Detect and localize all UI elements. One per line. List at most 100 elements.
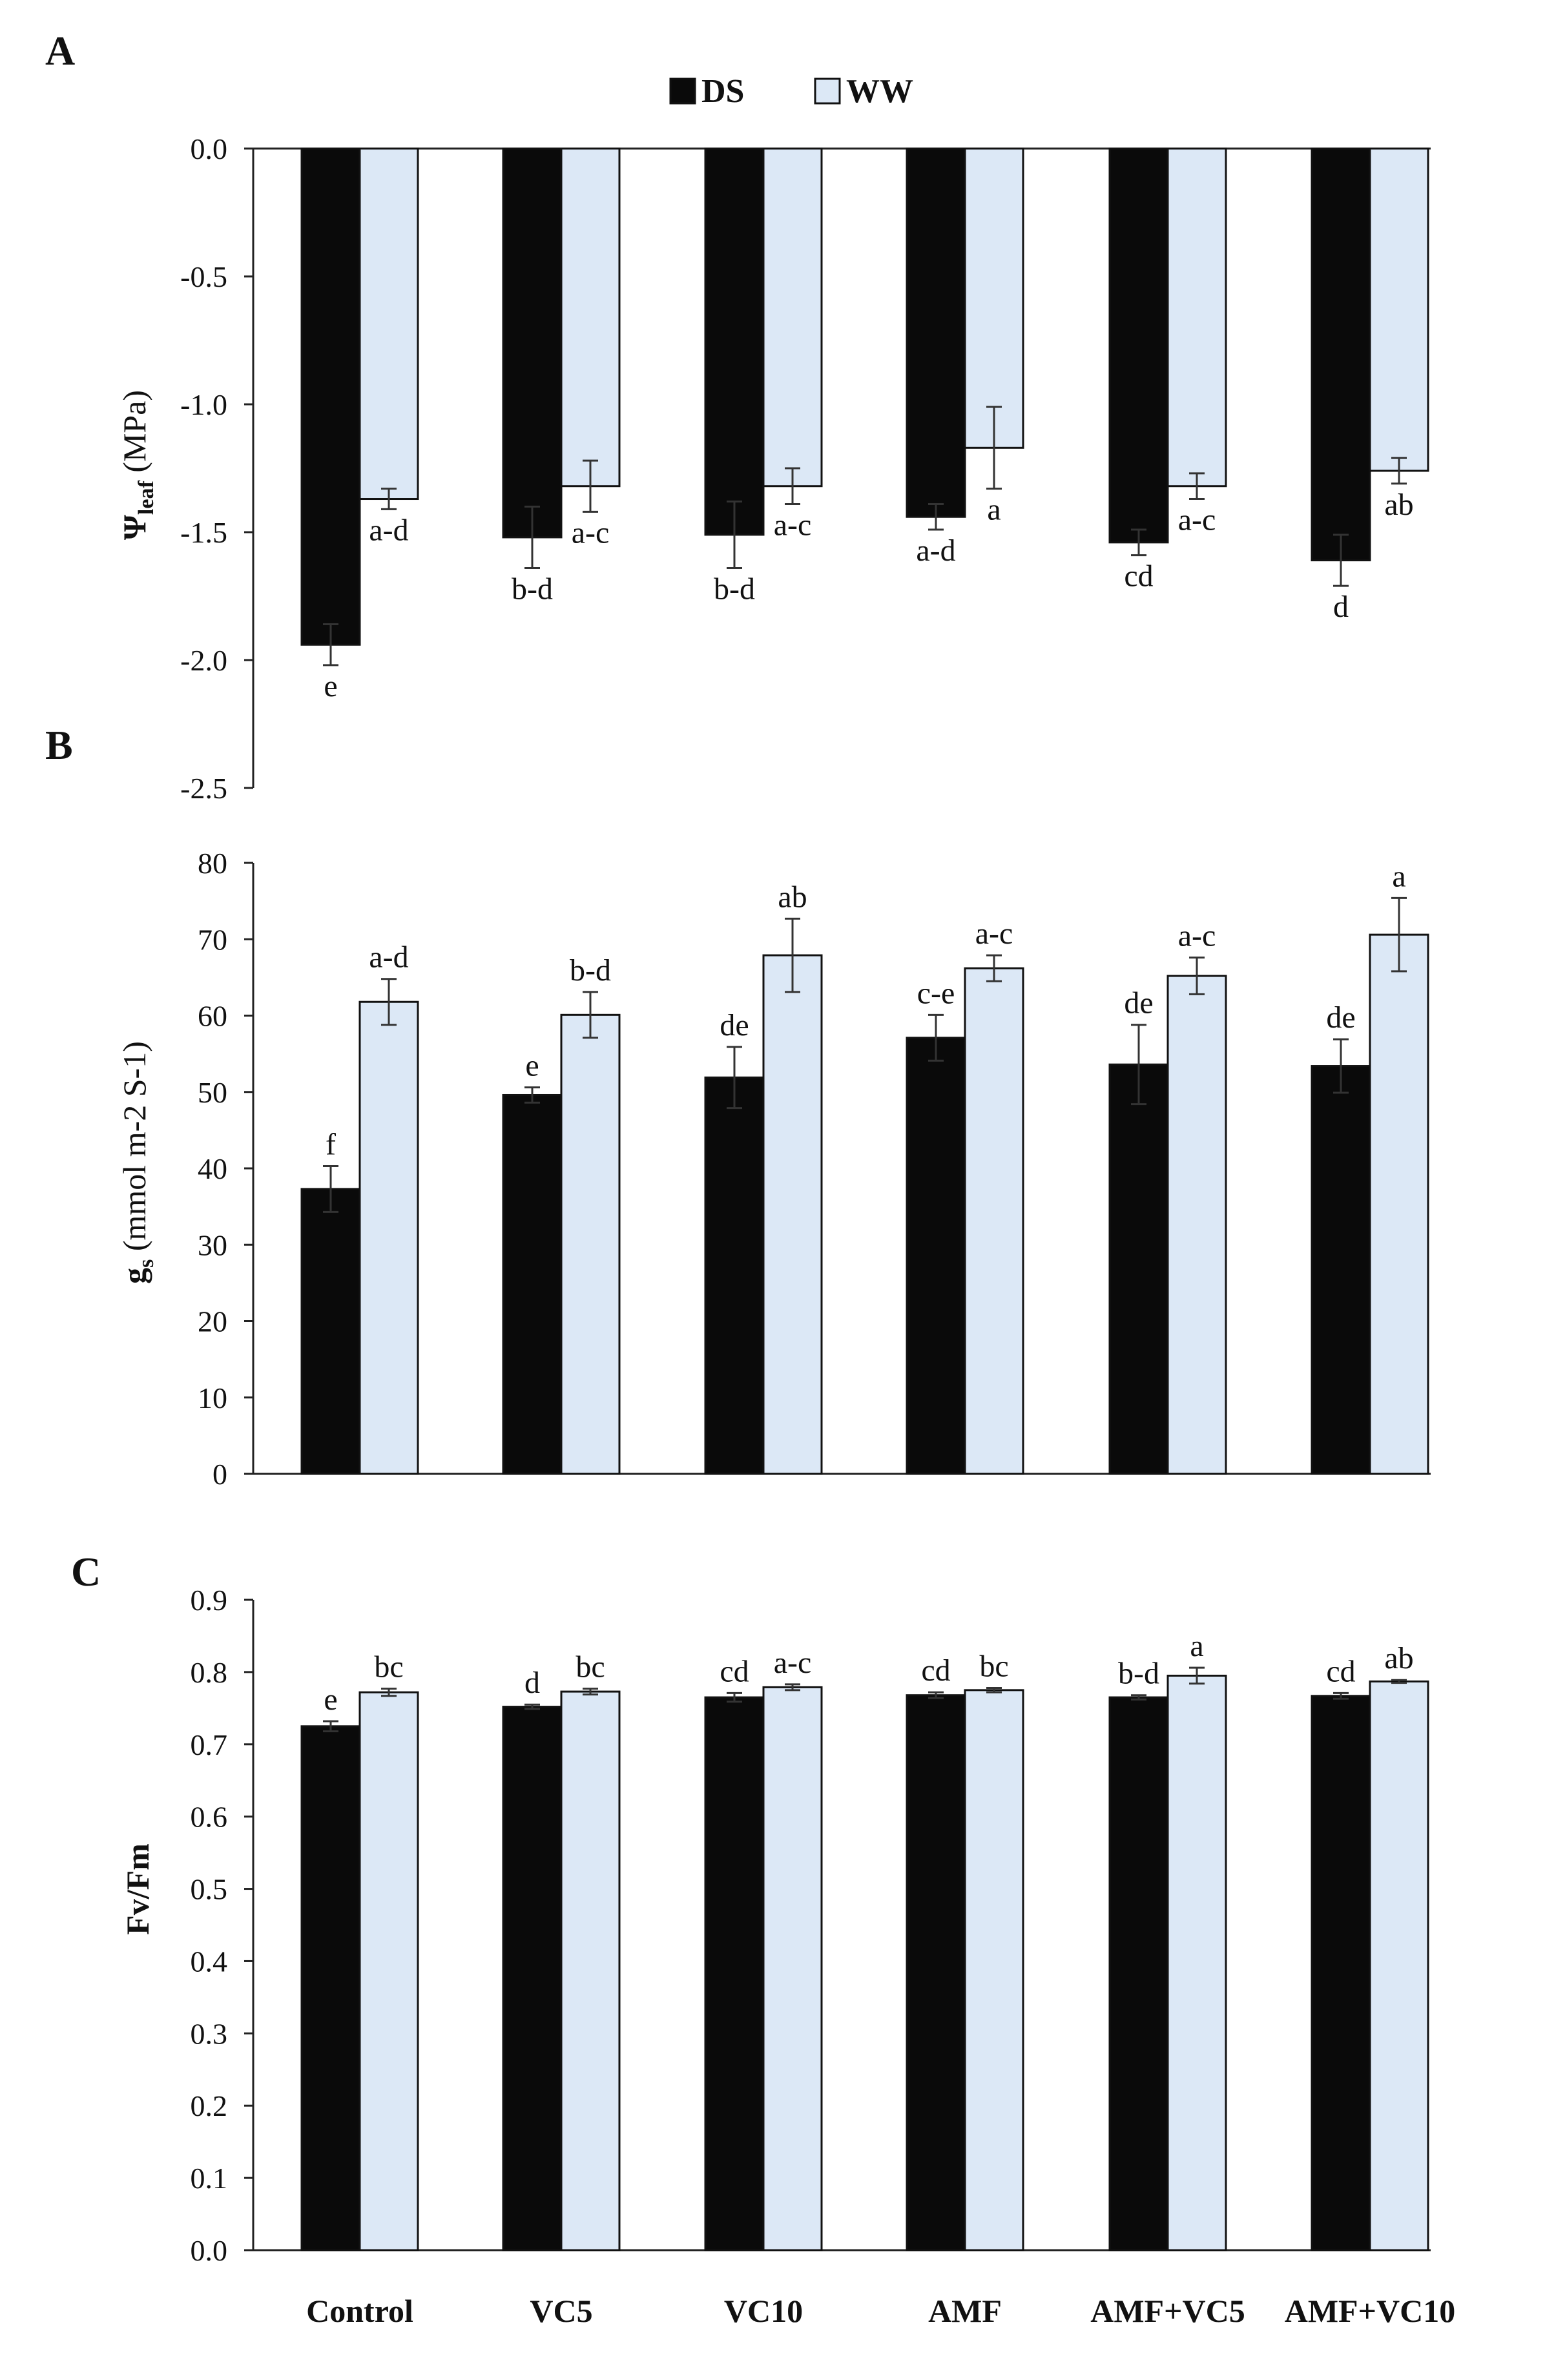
significance-letter-ds-a: a-d <box>916 533 955 568</box>
significance-letter-ds-c: cd <box>720 1654 749 1688</box>
bar-ds-c <box>300 1725 361 2251</box>
significance-letter-ww-b: b-d <box>570 953 611 988</box>
y-tick-label-c: 0.1 <box>191 2162 228 2195</box>
x-category-label: AMF+VC10 <box>1285 2293 1456 2329</box>
significance-letter-ds-a: e <box>324 669 337 703</box>
panel-a-chart: 0.0 -0.5 -1.0 -1.5 -2.0 -2.5 e b-d b-d a-d cd d a-d a… <box>180 132 1431 805</box>
bar-ww-b <box>1369 933 1429 1475</box>
significance-letter-ds-a: d <box>1333 590 1349 624</box>
panel-label-c: C <box>71 1549 101 1595</box>
significance-letter-ds-a: b-d <box>714 572 755 606</box>
significance-letter-ww-a: a <box>987 493 1001 527</box>
bar-ds-a <box>502 147 563 539</box>
x-category-label: Control <box>306 2293 413 2329</box>
y-tick-label-c: 0.4 <box>191 1945 228 1978</box>
panel-label-b: B <box>45 722 73 768</box>
significance-letter-ds-c: b-d <box>1118 1657 1159 1691</box>
significance-letter-ww-b: a-d <box>369 940 408 975</box>
bar-ww-a <box>762 147 823 488</box>
y-tick-label-b: 50 <box>198 1076 227 1109</box>
bar-ww-b <box>358 1000 419 1475</box>
x-category-label: AMF <box>928 2293 1002 2329</box>
category-labels: Control VC5 VC10 AMF AMF+VC5 AMF+VC10 <box>306 2293 1455 2329</box>
significance-letter-ds-c: cd <box>1326 1654 1355 1688</box>
y-axis-title-b: gs (mmol m-2 S-1) <box>116 1041 158 1284</box>
y-axis-title-a-subscript: leaf <box>134 481 158 515</box>
bar-ds-c <box>502 1706 563 2251</box>
significance-letter-ds-b: c-e <box>917 976 955 1010</box>
significance-letter-ww-c: a <box>1190 1629 1203 1663</box>
y-tick-label-b: 30 <box>198 1228 227 1261</box>
legend-swatch-ds <box>669 78 696 105</box>
bar-ds-b <box>906 1037 966 1475</box>
y-tick-label-b: 70 <box>198 923 227 956</box>
y-tick-label-c: 0.9 <box>191 1584 228 1617</box>
x-category-label: AMF+VC5 <box>1090 2293 1245 2329</box>
significance-letter-ww-a: ab <box>1384 488 1413 522</box>
significance-letter-ds-a: cd <box>1124 559 1153 594</box>
y-axis-title-c: Fv/Fm <box>119 1843 156 1935</box>
bar-ds-c <box>1311 1695 1371 2251</box>
panel-b-chart: 0 10 20 30 40 50 60 70 80 f e de c-e de de a-d b-d ab a-c a… <box>198 847 1431 1491</box>
significance-letter-ds-b: de <box>1326 1000 1355 1035</box>
y-tick-label-c: 0.3 <box>191 2017 228 2050</box>
bar-ww-c <box>1369 1680 1429 2251</box>
bar-ww-c <box>762 1686 823 2251</box>
significance-letter-ds-c: cd <box>921 1653 950 1688</box>
bar-ww-a <box>358 147 419 501</box>
y-tick-label-b: 20 <box>198 1305 227 1338</box>
y-axis-title-b-subscript: s <box>134 1259 158 1268</box>
bar-ds-b <box>704 1076 765 1475</box>
bar-ww-b <box>560 1013 621 1475</box>
bar-ww-b <box>762 954 823 1475</box>
significance-letter-ds-b: de <box>1124 986 1153 1020</box>
y-tick-label-a: -1.5 <box>180 516 227 549</box>
significance-letter-ww-a: a-c <box>1178 503 1216 537</box>
significance-letter-ds-c: e <box>324 1682 337 1717</box>
bar-ds-a <box>704 147 765 536</box>
legend-swatch-ww <box>814 78 841 105</box>
y-tick-label-b: 80 <box>198 847 227 880</box>
bar-ds-a <box>906 147 966 518</box>
y-tick-label-c: 0.5 <box>191 1873 228 1906</box>
y-tick-label-a: -0.5 <box>180 260 227 293</box>
bar-ds-a <box>300 147 361 646</box>
significance-letter-ww-a: a-d <box>369 513 408 547</box>
y-axis-title-b-unit: (mmol m-2 S-1) <box>116 1041 152 1259</box>
bar-ww-b <box>1167 975 1227 1475</box>
y-tick-label-c: 0.8 <box>191 1656 228 1689</box>
bar-ww-c <box>964 1689 1024 2251</box>
bar-ww-a <box>1369 147 1429 472</box>
legend-label-ww: WW <box>846 73 913 110</box>
significance-letter-ww-c: ab <box>1384 1641 1413 1675</box>
significance-letter-ds-b: e <box>525 1049 539 1083</box>
bar-ds-c <box>906 1694 966 2251</box>
y-axis-title-a: Ψleaf (MPa) <box>116 390 158 540</box>
bar-ds-b <box>1311 1065 1371 1475</box>
significance-letter-ww-b: ab <box>778 880 807 914</box>
y-axis-title-a-unit: (MPa) <box>116 390 152 481</box>
bar-ww-c <box>560 1690 621 2251</box>
significance-letter-ds-a: b-d <box>512 572 553 606</box>
legend-label-ds: DS <box>701 73 744 110</box>
bar-ww-c <box>358 1691 419 2251</box>
y-tick-label-a: -1.0 <box>180 388 227 421</box>
significance-letter-ds-c: d <box>524 1666 540 1700</box>
bar-ds-c <box>704 1696 765 2251</box>
bar-ds-b <box>1108 1063 1169 1475</box>
bar-ww-b <box>964 967 1024 1475</box>
x-category-label: VC10 <box>724 2293 803 2329</box>
panel-label-a: A <box>45 28 75 74</box>
bar-ds-a <box>1311 147 1371 562</box>
bar-ds-b <box>300 1188 361 1475</box>
significance-letter-ww-c: bc <box>374 1650 403 1684</box>
bar-ds-b <box>502 1093 563 1475</box>
y-tick-label-c: 0.0 <box>191 2234 228 2267</box>
significance-letter-ww-b: a <box>1392 859 1405 893</box>
y-axis-title-a-symbol: Ψ <box>116 515 152 540</box>
significance-letter-ds-b: f <box>326 1127 336 1161</box>
significance-letter-ww-c: a-c <box>774 1646 812 1680</box>
bar-ww-c <box>1167 1674 1227 2251</box>
significance-letter-ww-b: a-c <box>1178 919 1216 953</box>
